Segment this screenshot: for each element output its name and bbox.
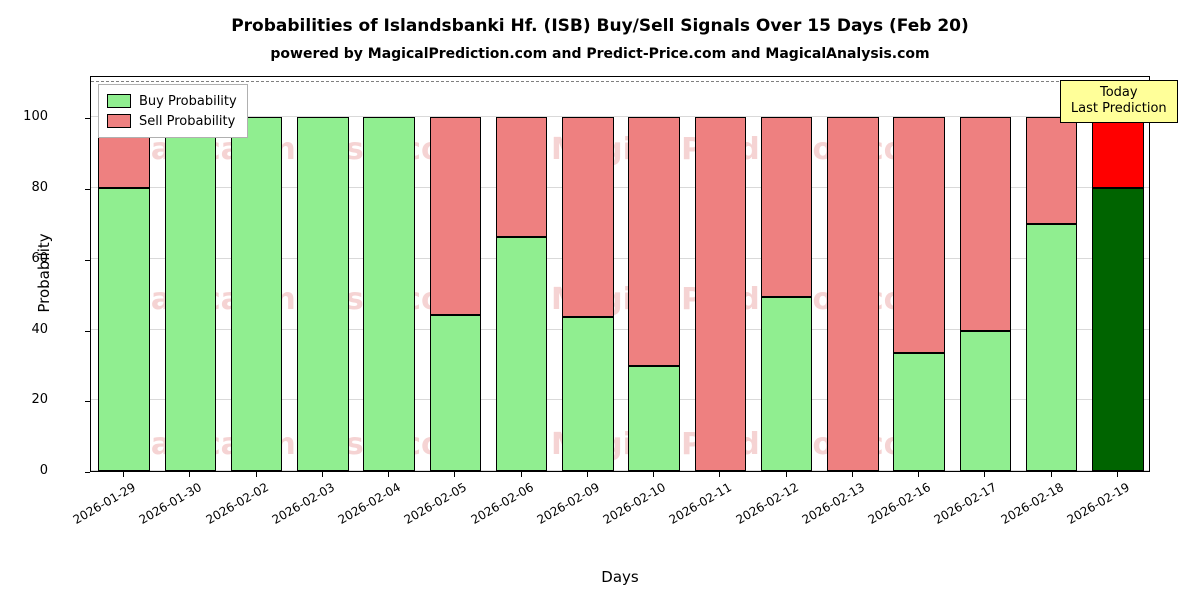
y-tick-mark (85, 259, 90, 261)
y-tick-mark (85, 472, 90, 473)
bar-group[interactable] (98, 75, 150, 471)
bar-segment-sell[interactable] (760, 117, 813, 298)
reference-line (91, 81, 1149, 83)
last-prediction-label: Last Prediction (1070, 101, 1167, 117)
gridline (91, 187, 1149, 189)
x-tick-mark (586, 472, 588, 477)
legend-swatch (107, 114, 131, 128)
bar-segment-buy[interactable] (562, 316, 614, 471)
y-tick-label: 60 (31, 250, 48, 266)
today-annotation: Today Last Prediction (1059, 80, 1178, 123)
legend-item[interactable]: Buy Probability (107, 91, 237, 111)
bar-segment-buy[interactable] (628, 366, 680, 471)
y-tick-mark (85, 330, 90, 332)
bar-segment-buy[interactable] (1092, 188, 1144, 471)
bar-segment-sell[interactable] (959, 117, 1012, 331)
bar-segment-sell[interactable] (893, 117, 945, 353)
gridline (91, 116, 1149, 118)
bar-group[interactable] (495, 75, 548, 471)
bar-segment-buy[interactable] (959, 330, 1012, 471)
bar-segment-buy[interactable] (98, 188, 150, 471)
bar-group[interactable] (1092, 75, 1144, 471)
legend-item[interactable]: Sell Probability (107, 111, 237, 131)
legend-label: Buy Probability (139, 93, 237, 109)
chart-subtitle: powered by MagicalPrediction.com and Pre… (270, 46, 930, 62)
x-tick-mark (123, 472, 125, 477)
y-axis-label: Probability (35, 233, 53, 313)
x-tick-mark (719, 472, 721, 477)
bar-segment-sell[interactable] (1025, 117, 1078, 224)
bar-group[interactable] (893, 75, 945, 471)
bar-segment-sell[interactable] (827, 117, 879, 471)
x-tick-mark (1050, 472, 1052, 477)
bar-segment-buy[interactable] (893, 352, 945, 471)
bar-segment-sell[interactable] (495, 117, 548, 237)
x-tick-mark (520, 472, 522, 477)
page-title: Probabilities of Islandsbanki Hf. (ISB) … (231, 16, 969, 36)
chart-legend: Buy Probability Sell Probability (98, 84, 248, 138)
bar-segment-buy[interactable] (429, 315, 482, 471)
x-tick-mark (388, 472, 390, 477)
bar-segment-buy[interactable] (164, 117, 217, 471)
y-tick-mark (85, 189, 90, 191)
bar-group[interactable] (1025, 75, 1078, 471)
y-tick-label: 80 (31, 180, 48, 196)
bar-segment-sell[interactable] (1092, 117, 1144, 189)
bar-segment-buy[interactable] (495, 236, 548, 471)
x-tick-mark (255, 472, 257, 477)
bar-segment-buy[interactable] (363, 117, 415, 471)
x-axis-label: Days (601, 568, 639, 586)
x-tick-mark (189, 472, 191, 477)
bar-group[interactable] (760, 75, 813, 471)
bar-segment-buy[interactable] (230, 117, 283, 471)
bar-segment-buy[interactable] (297, 117, 349, 471)
plot-area: MagicalAnalysis.comMagicalPrediction.com… (90, 76, 1150, 472)
bar-segment-sell[interactable] (562, 117, 614, 317)
y-tick-label: 40 (31, 321, 48, 337)
bar-group[interactable] (827, 75, 879, 471)
x-tick-mark (785, 472, 787, 477)
y-tick-label: 100 (23, 109, 48, 125)
bar-group[interactable] (164, 75, 217, 471)
bar-group[interactable] (694, 75, 747, 471)
x-tick-mark (984, 472, 986, 477)
bar-segment-sell[interactable] (628, 117, 680, 366)
y-tick-mark (85, 118, 90, 120)
x-tick-mark (321, 472, 323, 477)
gridline (91, 399, 1149, 401)
bar-group[interactable] (297, 75, 349, 471)
bar-group[interactable] (628, 75, 680, 471)
gridline (91, 470, 1149, 471)
x-tick-mark (454, 472, 456, 477)
bar-segment-buy[interactable] (1025, 223, 1078, 471)
y-tick-label: 20 (31, 392, 48, 408)
legend-label: Sell Probability (139, 113, 236, 129)
x-tick-mark (653, 472, 655, 477)
bar-segment-buy[interactable] (760, 297, 813, 471)
x-tick-mark (918, 472, 920, 477)
bar-group[interactable] (429, 75, 482, 471)
bar-group[interactable] (230, 75, 283, 471)
bar-group[interactable] (959, 75, 1012, 471)
gridline (91, 257, 1149, 259)
gridline (91, 328, 1149, 330)
x-tick-mark (851, 472, 853, 477)
today-label: Today (1099, 85, 1138, 100)
bar-segment-sell[interactable] (429, 117, 482, 316)
y-tick-label: 0 (39, 463, 48, 478)
y-tick-mark (85, 401, 90, 403)
bar-segment-sell[interactable] (694, 117, 747, 471)
legend-swatch (107, 94, 131, 108)
bar-group[interactable] (562, 75, 614, 471)
bar-group[interactable] (363, 75, 415, 471)
x-tick-mark (1116, 472, 1118, 477)
